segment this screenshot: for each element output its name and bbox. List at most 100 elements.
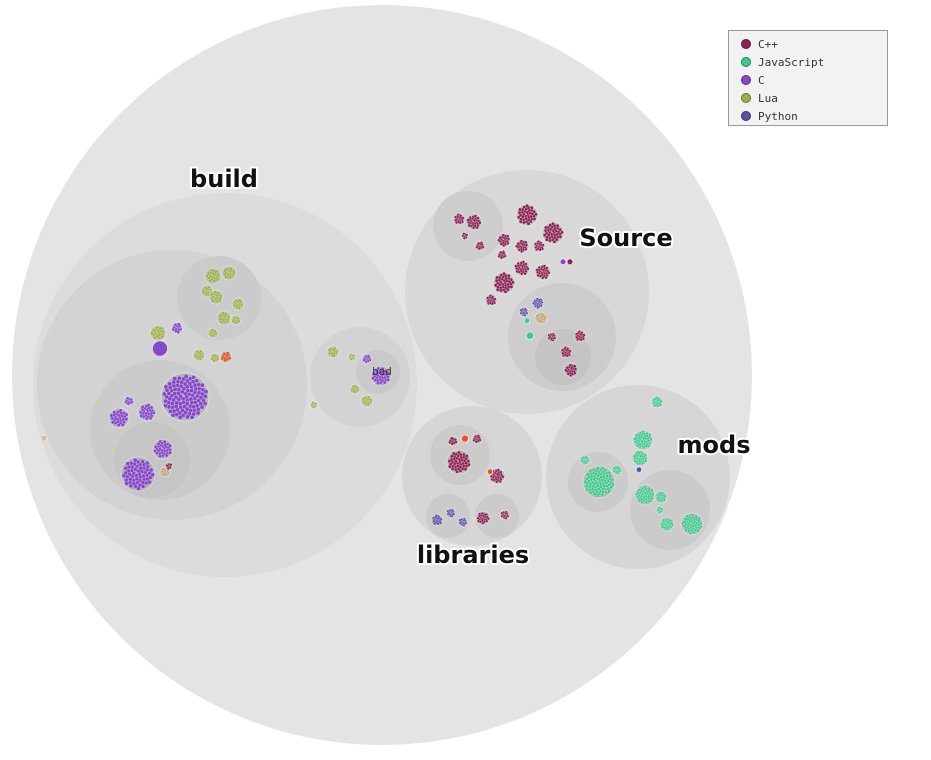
file-circle[interactable] <box>516 261 520 266</box>
file-circle[interactable] <box>149 405 154 410</box>
file-circle[interactable] <box>506 237 511 241</box>
file-circle[interactable] <box>475 245 479 249</box>
file-circle[interactable] <box>207 285 211 289</box>
file-circle[interactable] <box>233 315 237 319</box>
file-circle[interactable] <box>311 401 315 404</box>
file-circle[interactable] <box>487 468 493 475</box>
file-circle[interactable] <box>164 453 169 458</box>
file-circle[interactable] <box>199 349 203 353</box>
file-circle[interactable] <box>212 278 217 283</box>
file-circle[interactable] <box>455 469 460 474</box>
file-circle[interactable] <box>352 390 356 394</box>
file-circle[interactable] <box>663 498 667 502</box>
file-circle[interactable] <box>160 326 165 331</box>
file-circle[interactable] <box>573 371 577 375</box>
file-circle[interactable] <box>450 436 454 440</box>
file-circle[interactable] <box>568 353 572 357</box>
file-circle[interactable] <box>140 459 145 464</box>
folder-build-c-sub[interactable] <box>114 422 190 498</box>
file-circle[interactable] <box>327 348 331 352</box>
file-circle[interactable] <box>505 287 510 292</box>
file-circle[interactable] <box>636 495 640 499</box>
file-circle[interactable] <box>651 492 655 496</box>
file-circle[interactable] <box>485 519 489 523</box>
file-circle[interactable] <box>199 404 205 410</box>
file-circle[interactable] <box>506 273 511 278</box>
file-circles[interactable] <box>40 203 704 536</box>
file-circle[interactable] <box>478 438 482 442</box>
file-circle[interactable] <box>196 398 201 404</box>
file-circle[interactable] <box>124 481 129 486</box>
file-circle[interactable] <box>491 295 495 299</box>
file-circle[interactable] <box>699 524 703 529</box>
file-circle[interactable] <box>202 401 208 406</box>
file-circle[interactable] <box>638 445 642 449</box>
file-circle[interactable] <box>585 477 589 482</box>
file-circle[interactable] <box>657 506 661 509</box>
file-circle[interactable] <box>582 337 586 341</box>
file-circle[interactable] <box>495 275 499 280</box>
file-circle[interactable] <box>658 491 662 495</box>
file-circle[interactable] <box>201 290 206 295</box>
file-circle[interactable] <box>683 517 688 521</box>
file-circle[interactable] <box>516 215 521 219</box>
file-circle[interactable] <box>205 274 209 279</box>
file-circle[interactable] <box>228 275 233 280</box>
file-circle[interactable] <box>524 307 527 311</box>
file-circle[interactable] <box>647 487 651 491</box>
file-circle[interactable] <box>519 239 523 243</box>
file-circle[interactable] <box>688 531 692 535</box>
file-circle[interactable] <box>160 334 165 339</box>
file-circle[interactable] <box>168 448 172 452</box>
file-circle[interactable] <box>367 395 371 399</box>
file-circle[interactable] <box>582 333 586 337</box>
file-circle[interactable] <box>669 525 673 529</box>
file-circle[interactable] <box>158 454 162 459</box>
file-circle[interactable] <box>481 521 485 525</box>
file-circle[interactable] <box>466 459 471 464</box>
file-circle[interactable] <box>612 466 616 470</box>
file-circle[interactable] <box>366 403 370 407</box>
file-circle[interactable] <box>462 517 466 521</box>
file-circle[interactable] <box>519 311 523 315</box>
file-circle[interactable] <box>562 354 566 358</box>
file-circle[interactable] <box>644 501 648 505</box>
file-circle[interactable] <box>544 237 549 242</box>
file-circle[interactable] <box>475 226 479 230</box>
file-circle[interactable] <box>601 466 605 471</box>
file-circle[interactable] <box>138 410 143 415</box>
file-circle[interactable] <box>150 472 156 477</box>
file-circle[interactable] <box>139 414 143 418</box>
file-circle[interactable] <box>461 220 465 224</box>
file-circle[interactable] <box>558 235 563 239</box>
file-circle[interactable] <box>439 521 443 525</box>
file-circle[interactable] <box>480 511 484 515</box>
file-circle[interactable] <box>535 317 540 321</box>
file-circle[interactable] <box>233 321 237 325</box>
file-circle[interactable] <box>222 268 227 273</box>
file-circle[interactable] <box>660 525 664 529</box>
file-circle[interactable] <box>659 403 663 407</box>
file-circle[interactable] <box>177 415 183 420</box>
file-circle[interactable] <box>189 414 195 420</box>
file-circle[interactable] <box>604 490 608 495</box>
file-circle[interactable] <box>645 432 649 436</box>
file-circle[interactable] <box>523 313 527 317</box>
file-circle[interactable] <box>455 221 459 225</box>
file-circle[interactable] <box>485 512 489 516</box>
file-circle[interactable] <box>657 511 661 514</box>
file-circle[interactable] <box>466 218 470 222</box>
file-circle[interactable] <box>558 227 563 232</box>
file-circle[interactable] <box>474 440 478 444</box>
file-circle[interactable] <box>499 256 503 260</box>
file-circle[interactable] <box>517 248 521 252</box>
file-circle[interactable] <box>163 398 168 404</box>
file-circle[interactable] <box>386 370 390 375</box>
file-circle[interactable] <box>664 517 668 521</box>
file-circle[interactable] <box>171 327 176 332</box>
file-circle[interactable] <box>529 219 533 224</box>
file-circle[interactable] <box>552 239 557 244</box>
file-circle[interactable] <box>155 325 160 330</box>
file-circle[interactable] <box>536 239 540 243</box>
file-circle[interactable] <box>229 267 233 271</box>
